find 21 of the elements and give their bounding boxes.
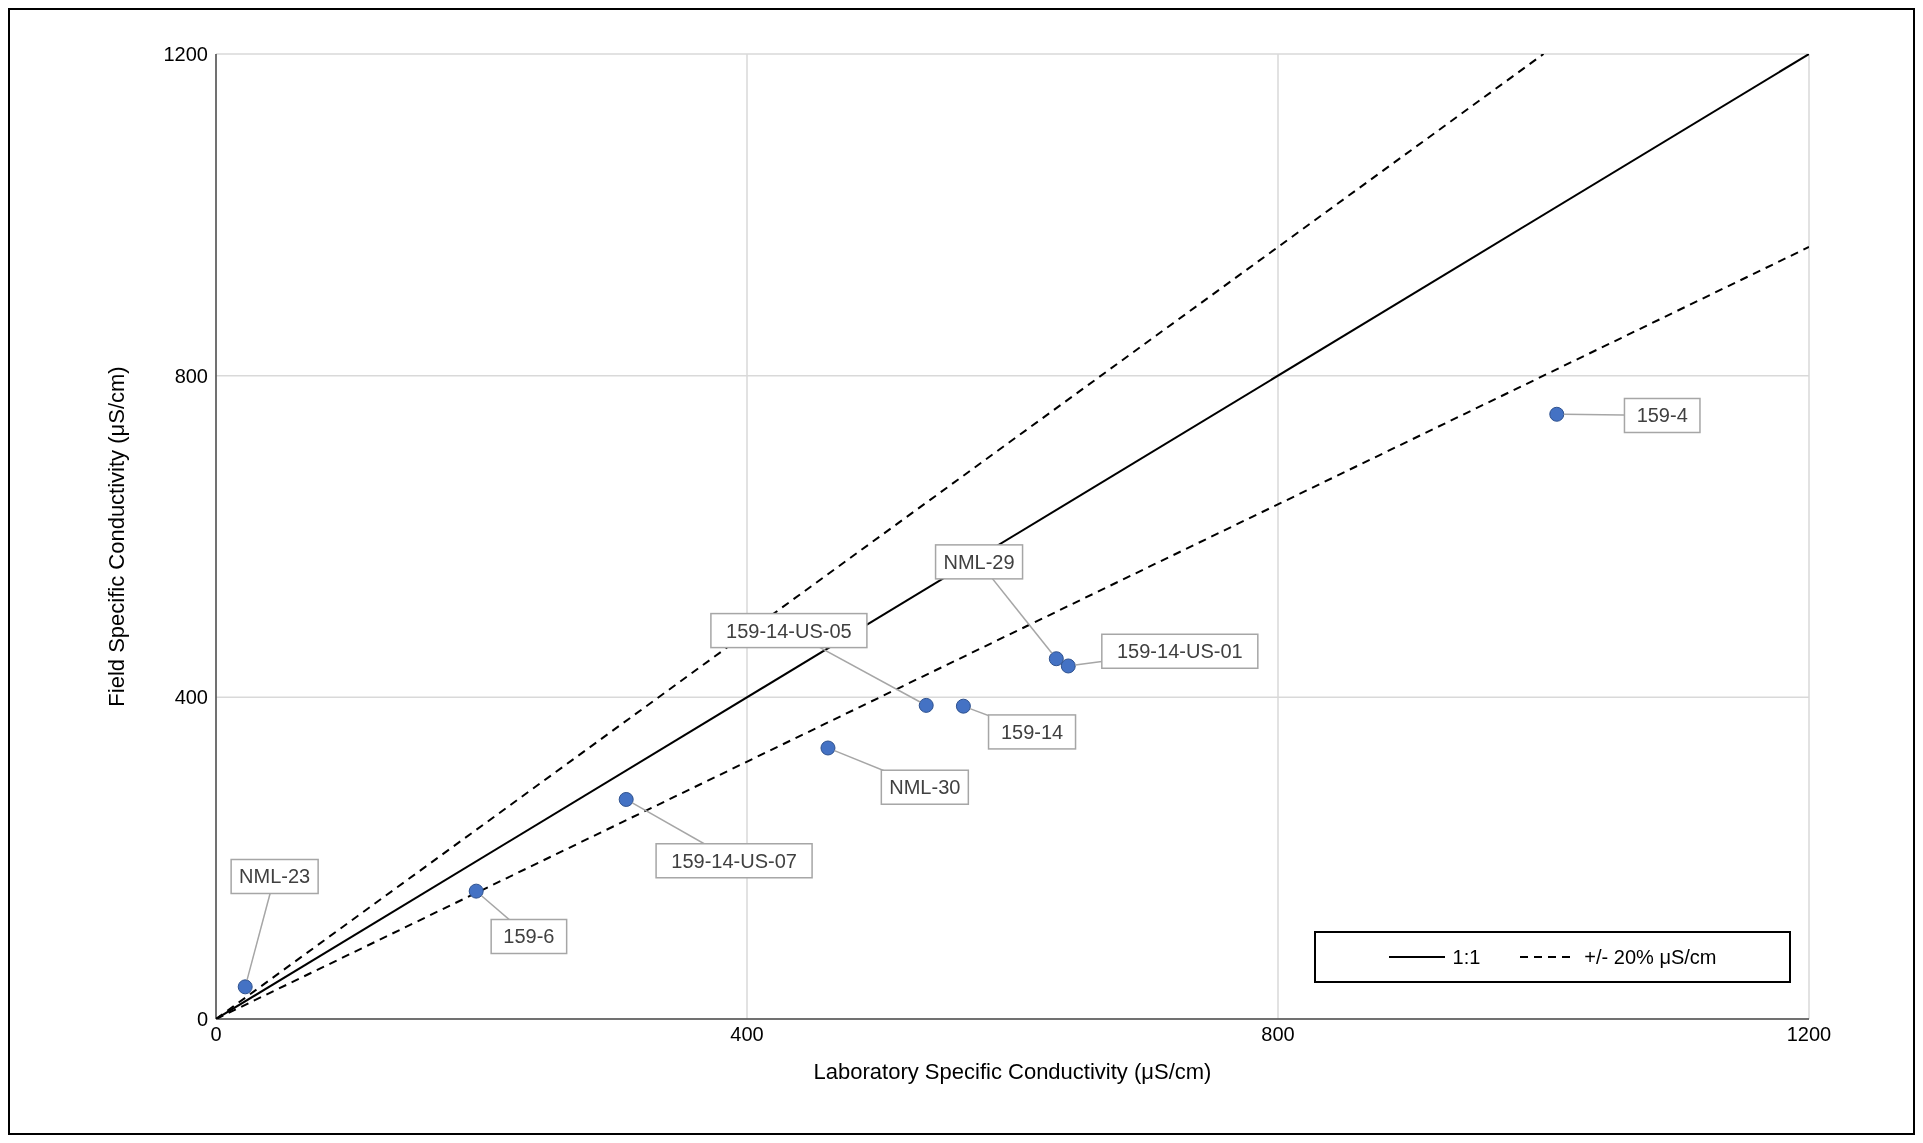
- annotation: NML-30: [889, 776, 961, 799]
- x-axis-title: Laboratory Specific Conductivity (μS/cm): [813, 1059, 1212, 1084]
- x-tick-label: 1200: [1786, 1023, 1832, 1046]
- y-tick-label: 800: [174, 364, 208, 387]
- annotation: 159-14-US-05: [726, 619, 852, 642]
- annotation: NML-29: [943, 550, 1015, 573]
- annotation: 159-6: [503, 925, 555, 948]
- annotation: 159-14: [1000, 720, 1064, 743]
- annotation: NML-23: [239, 865, 311, 888]
- annotation: 159-4: [1636, 404, 1688, 427]
- y-tick-label: 1200: [163, 43, 208, 66]
- y-axis-title: Field Specific Conductivity (μS/cm): [103, 366, 129, 707]
- annotation: 159-14-US-07: [671, 849, 797, 872]
- annotation: 159-14-US-01: [1117, 640, 1243, 663]
- x-tick-label: 800: [1261, 1023, 1295, 1046]
- x-tick-label: 0: [210, 1023, 222, 1046]
- y-tick-label: 0: [196, 1008, 208, 1031]
- legend-label: 1:1: [1452, 945, 1481, 969]
- x-tick-label: 400: [730, 1023, 764, 1046]
- legend-label: +/- 20% μS/cm: [1584, 945, 1717, 969]
- y-tick-label: 400: [174, 686, 208, 709]
